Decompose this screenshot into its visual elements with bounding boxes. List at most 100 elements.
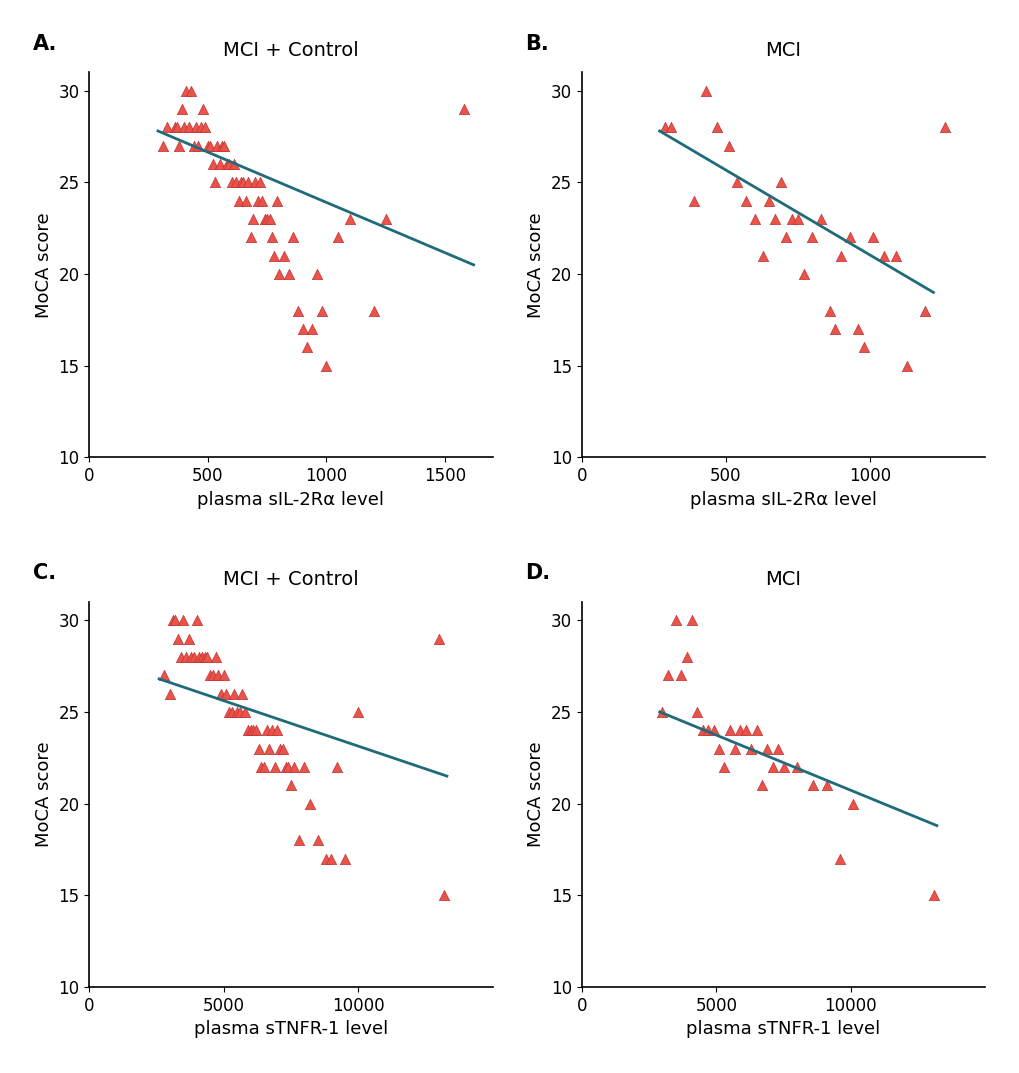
Point: [228, 703, 245, 720]
Point: [653, 703, 669, 720]
Point: [261, 210, 277, 227]
Y-axis label: MoCA score: MoCA score: [35, 741, 53, 848]
Point: [247, 174, 263, 191]
Point: [175, 119, 192, 136]
Point: [708, 119, 725, 136]
Point: [155, 137, 171, 155]
Y-axis label: MoCA score: MoCA score: [527, 212, 545, 318]
Point: [218, 156, 234, 173]
Point: [285, 229, 302, 246]
Point: [205, 666, 221, 684]
Point: [269, 722, 285, 739]
Point: [729, 174, 745, 191]
Point: [732, 722, 748, 739]
Point: [323, 850, 339, 867]
Point: [258, 722, 274, 739]
Point: [167, 612, 183, 629]
X-axis label: plasma sIL-2Rα level: plasma sIL-2Rα level: [198, 490, 384, 509]
Point: [727, 740, 743, 758]
Point: [766, 210, 783, 227]
Point: [683, 612, 699, 629]
Point: [243, 722, 259, 739]
Point: [754, 247, 770, 264]
Title: MCI: MCI: [765, 41, 801, 60]
Point: [200, 137, 216, 155]
Point: [266, 759, 282, 776]
X-axis label: plasma sTNFR-1 level: plasma sTNFR-1 level: [194, 1020, 387, 1039]
Point: [257, 210, 273, 227]
Point: [185, 648, 202, 665]
Point: [296, 759, 312, 776]
Point: [235, 174, 252, 191]
Point: [689, 703, 705, 720]
Point: [719, 137, 736, 155]
Point: [182, 82, 199, 99]
Point: [659, 666, 676, 684]
Point: [199, 648, 215, 665]
Point: [195, 101, 211, 118]
Point: [774, 759, 791, 776]
Point: [290, 832, 307, 849]
Point: [662, 119, 679, 136]
Point: [875, 247, 892, 264]
Point: [350, 703, 366, 720]
Point: [214, 137, 230, 155]
Text: B.: B.: [525, 33, 548, 54]
Point: [178, 82, 195, 99]
Point: [715, 759, 732, 776]
Point: [243, 229, 259, 246]
Point: [264, 229, 280, 246]
Point: [172, 648, 189, 665]
Point: [833, 247, 849, 264]
Point: [171, 137, 187, 155]
Point: [282, 777, 299, 794]
Point: [820, 303, 837, 320]
Text: C.: C.: [33, 563, 56, 584]
Point: [228, 174, 245, 191]
Point: [245, 722, 261, 739]
Point: [231, 703, 248, 720]
Point: [850, 321, 866, 338]
Point: [183, 648, 200, 665]
Point: [230, 192, 247, 209]
Point: [272, 740, 288, 758]
Point: [285, 759, 302, 776]
Point: [268, 192, 284, 209]
Point: [223, 174, 239, 191]
Point: [317, 850, 333, 867]
Point: [280, 265, 297, 282]
Point: [366, 303, 382, 320]
Text: D.: D.: [525, 563, 550, 584]
Point: [788, 759, 804, 776]
Point: [826, 321, 843, 338]
Point: [817, 777, 834, 794]
Point: [226, 685, 243, 702]
Point: [699, 722, 715, 739]
Point: [234, 685, 251, 702]
Point: [748, 722, 764, 739]
Point: [202, 137, 218, 155]
Point: [274, 740, 290, 758]
Point: [254, 192, 270, 209]
Point: [207, 648, 223, 665]
Point: [771, 174, 788, 191]
Point: [720, 722, 737, 739]
Point: [169, 630, 185, 647]
Point: [845, 795, 861, 812]
Point: [299, 339, 315, 356]
Point: [760, 192, 776, 209]
Point: [705, 722, 721, 739]
Point: [686, 192, 702, 209]
Point: [156, 666, 172, 684]
Point: [216, 137, 232, 155]
Point: [185, 137, 202, 155]
Point: [710, 740, 727, 758]
Point: [746, 210, 762, 227]
Point: [207, 174, 223, 191]
Point: [294, 321, 311, 338]
Point: [935, 119, 952, 136]
Point: [175, 612, 192, 629]
X-axis label: plasma sTNFR-1 level: plasma sTNFR-1 level: [686, 1020, 879, 1039]
Point: [210, 666, 226, 684]
Point: [855, 339, 871, 356]
